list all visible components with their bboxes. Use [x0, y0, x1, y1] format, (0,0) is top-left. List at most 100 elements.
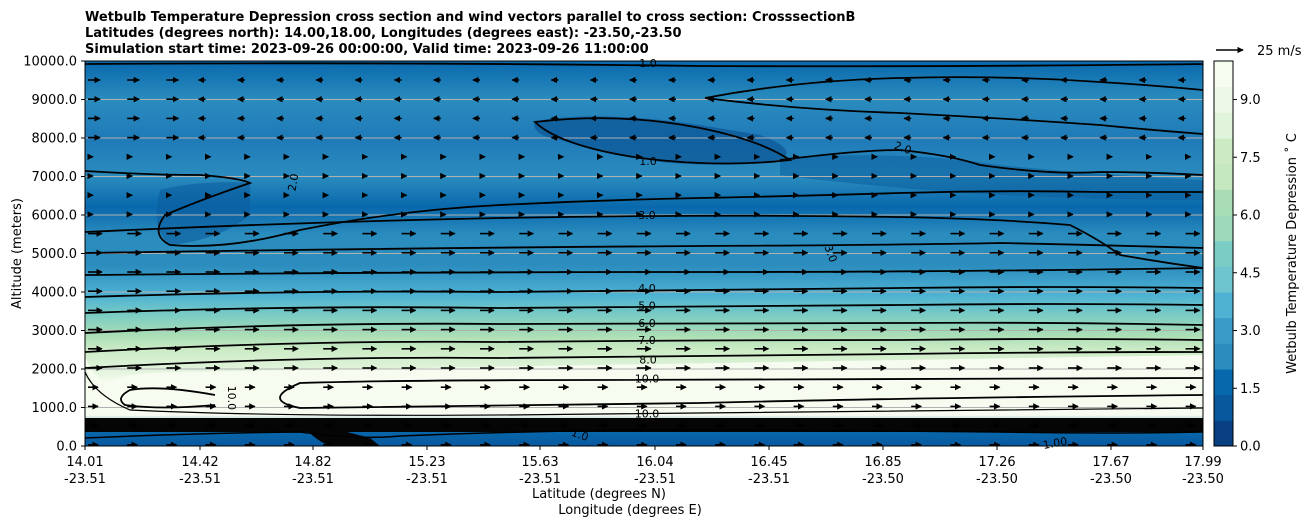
colorbar-tick-label: 4.5	[1240, 266, 1261, 281]
colorbar-band	[1214, 61, 1233, 88]
contour-label: 3.0	[821, 243, 839, 264]
x-tick-lat: 15.23	[408, 455, 445, 470]
svg-text:1.0: 1.0	[569, 426, 590, 444]
title-line-1: Wetbulb Temperature Depression cross sec…	[85, 10, 855, 25]
x-tick-lon: -23.51	[519, 472, 561, 487]
svg-text:8.0: 8.0	[639, 353, 657, 366]
wind-vectors	[87, 76, 1201, 446]
colorbar: 0.0 1.5 3.0 4.5 6.0 7.5 9.0 Wetbulb Temperature…	[1213, 60, 1300, 455]
chart-title: Wetbulb Temperature Depression cross sec…	[85, 10, 855, 57]
colorbar-band	[1214, 86, 1233, 113]
colorbar-band	[1214, 189, 1233, 216]
colorbar-band	[1214, 292, 1233, 319]
colorbar-tick-label: 6.0	[1240, 209, 1261, 224]
svg-text:10.0: 10.0	[635, 373, 660, 386]
svg-text:1.00: 1.00	[1042, 435, 1068, 452]
colorbar-band	[1214, 317, 1233, 344]
y-axis: 0.0 1000.0 2000.0 3000.0 4000.0 5000.0 6000.0 7…	[10, 55, 85, 455]
x-tick-lat: 17.26	[978, 455, 1015, 470]
x-tick-lat: 14.01	[66, 455, 103, 470]
x-tick-lon: -23.51	[634, 472, 676, 487]
svg-text:3.0: 3.0	[638, 209, 656, 222]
x-tick-lat: 16.04	[636, 455, 673, 470]
y-tick-label: 4000.0	[32, 286, 78, 301]
contour-label: 8.0	[639, 353, 657, 366]
colorbar-band	[1214, 215, 1233, 242]
x-axis: 14.01 -23.51 14.42 -23.51 14.82 -23.51 15.23 -2…	[64, 446, 1224, 518]
colorbar-frame	[1213, 60, 1234, 447]
contour-label: 1.0	[569, 426, 590, 444]
svg-text:7.0: 7.0	[638, 334, 656, 347]
x-tick-lon: -23.50	[862, 472, 904, 487]
svg-text:10.0: 10.0	[635, 407, 660, 420]
y-tick-label: 0.0	[56, 440, 77, 455]
x-axis-label-lat: Latitude (degrees N)	[532, 487, 666, 502]
y-gridlines	[85, 99, 1203, 408]
quiver-key: 25 m/s	[1216, 44, 1302, 59]
x-tick-lat: 14.82	[294, 455, 331, 470]
contour-label: 1.0	[639, 57, 657, 70]
contour-label: 7.0	[638, 334, 656, 347]
x-tick-lat: 17.67	[1092, 455, 1129, 470]
contour-label: 10.0	[635, 373, 660, 386]
y-tick-label: 5000.0	[32, 247, 78, 262]
y-axis-label: Altitude (meters)	[10, 198, 25, 309]
x-tick-lon: -23.50	[1182, 472, 1224, 487]
x-tick-lat: 16.45	[750, 455, 787, 470]
svg-text:6.0: 6.0	[638, 317, 656, 330]
contour-label: 4.0	[638, 282, 656, 295]
colorbar-band	[1214, 112, 1233, 139]
svg-text:10.0: 10.0	[225, 386, 238, 411]
field-features	[85, 116, 1203, 446]
colorbar-band	[1214, 369, 1233, 396]
contour-label: 3.0	[638, 209, 656, 222]
surface-contour-cluster	[300, 420, 380, 446]
contour-label: 1.00	[1042, 435, 1068, 452]
svg-text:2.0: 2.0	[892, 139, 913, 157]
contour-label: 1.0	[639, 155, 657, 168]
x-axis-label-lon: Longitude (degrees E)	[558, 503, 702, 518]
colorbar-band	[1214, 394, 1233, 421]
y-tick-label: 7000.0	[32, 170, 78, 185]
x-tick-lon: -23.51	[179, 472, 221, 487]
colorbar-tick-label: 0.0	[1240, 440, 1261, 455]
title-line-2: Latitudes (degrees north): 14.00,18.00, …	[85, 26, 682, 41]
x-tick-lat: 14.42	[181, 455, 218, 470]
plot-area: 1.01.02.02.03.03.04.05.06.07.08.010.010.…	[84, 57, 1204, 452]
contour-label: 10.0	[635, 407, 660, 420]
colorbar-tick-label: 1.5	[1240, 382, 1261, 397]
svg-text:3.0: 3.0	[821, 243, 839, 264]
x-tick-lon: -23.50	[976, 472, 1018, 487]
y-tick-label: 8000.0	[32, 132, 78, 147]
y-tick-label: 6000.0	[32, 209, 78, 224]
contour-labels: 1.01.02.02.03.03.04.05.06.07.08.010.010.…	[225, 57, 1068, 452]
x-tick-lon: -23.51	[292, 472, 334, 487]
quiver-key-label: 25 m/s	[1257, 44, 1302, 59]
svg-text:1.0: 1.0	[639, 155, 657, 168]
colorbar-tick-label: 7.5	[1240, 151, 1261, 166]
contour-label: 2.0	[892, 139, 913, 157]
svg-text:4.0: 4.0	[638, 282, 656, 295]
x-tick-lon: -23.50	[1090, 472, 1132, 487]
colorbar-tick-label: 3.0	[1240, 324, 1261, 339]
x-tick-lat: 16.85	[864, 455, 901, 470]
colorbar-band	[1214, 343, 1233, 370]
colorbar-band	[1214, 163, 1233, 190]
x-tick-lon: -23.51	[748, 472, 790, 487]
moist-pocket-upper	[534, 116, 787, 165]
contour-label: 6.0	[638, 317, 656, 330]
colorbar-tick-label: 9.0	[1240, 93, 1261, 108]
svg-text:1.0: 1.0	[639, 57, 657, 70]
contour-label: 10.0	[225, 386, 238, 411]
y-tick-label: 3000.0	[32, 324, 78, 339]
y-tick-label: 9000.0	[32, 93, 78, 108]
y-tick-label: 10000.0	[23, 55, 77, 70]
title-line-3: Simulation start time: 2023-09-26 00:00:…	[85, 42, 649, 57]
colorbar-band	[1214, 420, 1233, 447]
x-tick-lat: 17.99	[1184, 455, 1221, 470]
x-tick-lat: 15.63	[521, 455, 558, 470]
contour-lines	[85, 62, 1203, 439]
colorbar-label: Wetbulb Temperature Depression ˚ C	[1284, 133, 1300, 374]
x-tick-lon: -23.51	[406, 472, 448, 487]
